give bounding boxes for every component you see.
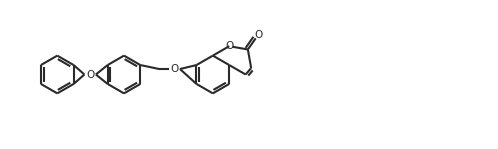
Text: O: O	[254, 30, 262, 40]
Text: O: O	[86, 69, 94, 80]
Text: O: O	[225, 41, 234, 51]
Text: O: O	[170, 64, 178, 74]
